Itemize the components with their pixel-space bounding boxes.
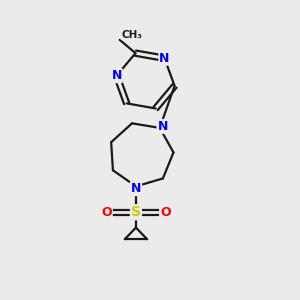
Text: N: N — [131, 182, 141, 195]
Text: S: S — [131, 205, 141, 219]
Text: N: N — [111, 69, 122, 82]
Text: N: N — [159, 52, 170, 65]
Text: O: O — [160, 206, 171, 219]
Text: N: N — [158, 120, 168, 133]
Text: O: O — [101, 206, 112, 219]
Text: CH₃: CH₃ — [121, 30, 142, 40]
